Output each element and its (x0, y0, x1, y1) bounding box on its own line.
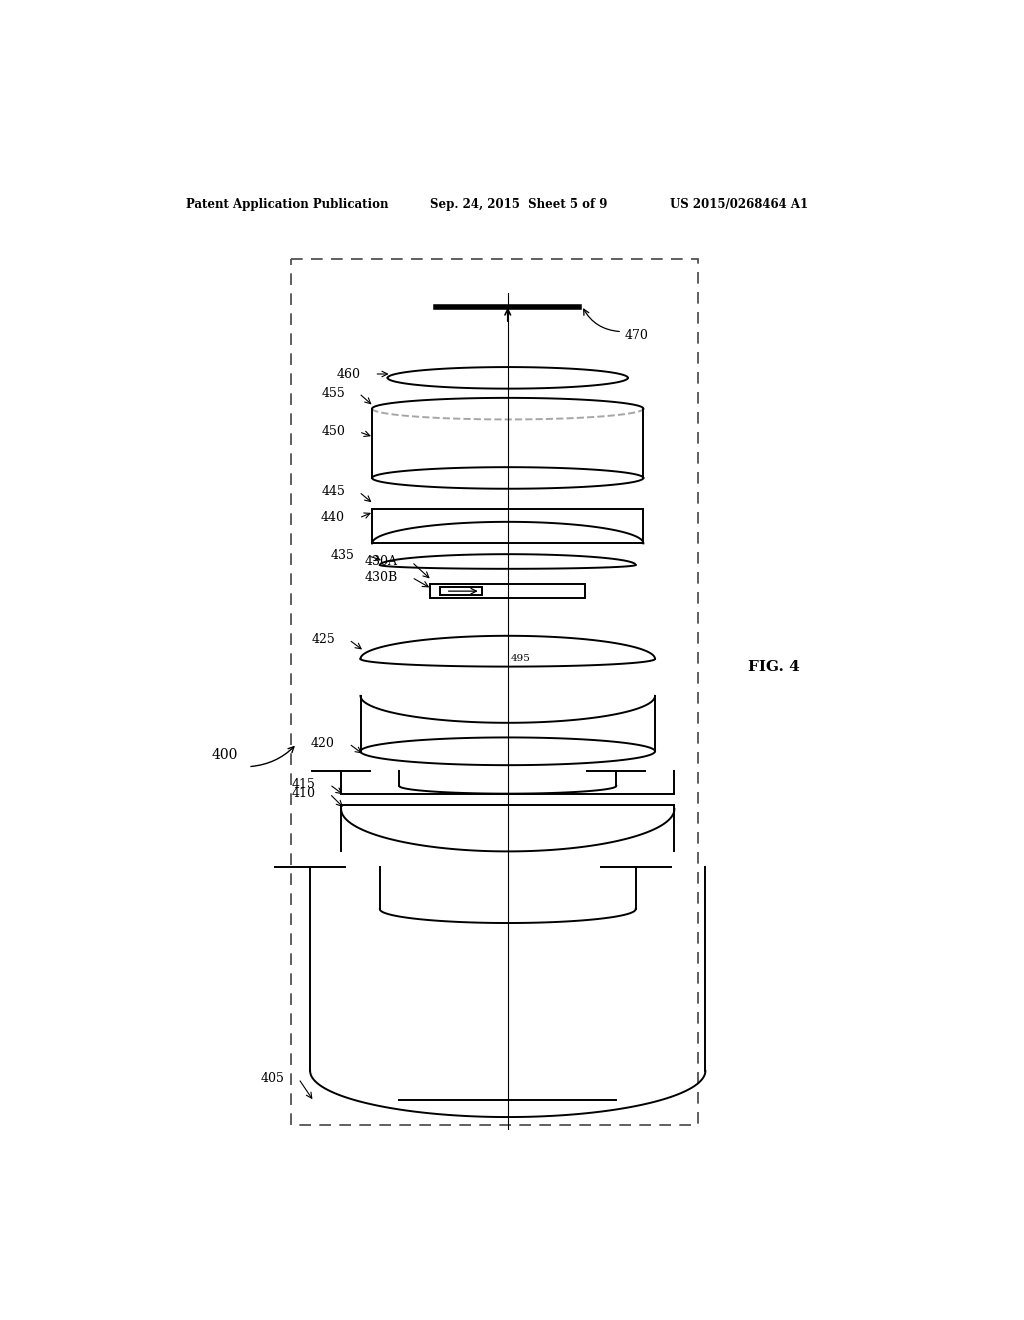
Bar (430, 585, 586, 598)
Text: 455: 455 (322, 387, 345, 400)
Text: Sep. 24, 2015  Sheet 5 of 9: Sep. 24, 2015 Sheet 5 of 9 (430, 198, 607, 211)
Text: 450: 450 (322, 425, 345, 438)
Text: Patent Application Publication: Patent Application Publication (186, 198, 389, 211)
Text: 430B: 430B (365, 570, 397, 583)
Text: 445: 445 (322, 486, 345, 499)
Text: 460: 460 (337, 367, 360, 380)
Text: 405: 405 (261, 1072, 285, 1085)
Bar (439, 587, 482, 595)
Text: 420: 420 (311, 737, 335, 750)
Text: 430A: 430A (365, 556, 397, 569)
Text: 415: 415 (292, 777, 315, 791)
Text: 410: 410 (292, 787, 315, 800)
Text: 435: 435 (331, 549, 354, 562)
Text: 400: 400 (212, 748, 238, 762)
Text: 495: 495 (511, 655, 530, 664)
Text: US 2015/0268464 A1: US 2015/0268464 A1 (671, 198, 809, 211)
Text: 440: 440 (321, 511, 345, 524)
Text: 425: 425 (311, 634, 335, 647)
Text: 470: 470 (625, 329, 648, 342)
Text: FIG. 4: FIG. 4 (748, 660, 800, 673)
